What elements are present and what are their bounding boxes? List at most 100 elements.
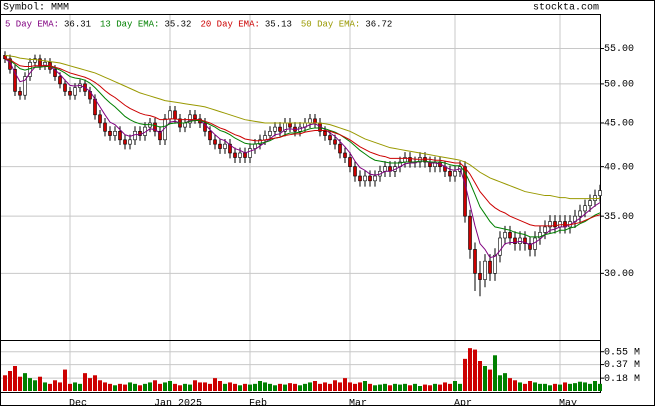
- volume-bar: [498, 375, 502, 391]
- volume-bar: [168, 381, 172, 391]
- volume-bar: [533, 382, 537, 391]
- candle-body: [128, 139, 132, 145]
- candle-body: [328, 135, 332, 141]
- volume-bar: [548, 385, 552, 391]
- candle-body: [338, 143, 342, 154]
- volume-bar: [473, 349, 477, 391]
- volume-bar: [378, 384, 382, 391]
- ema-line: [4, 54, 601, 200]
- candle-body: [103, 122, 107, 132]
- candle-body: [203, 122, 207, 132]
- candle-body: [113, 130, 117, 136]
- volume-bar: [203, 382, 207, 391]
- volume-bar: [338, 382, 342, 391]
- x-tick-label: Jan 2025: [154, 399, 202, 406]
- volume-bar: [208, 383, 212, 391]
- volume-bar: [448, 383, 452, 391]
- volume-bar: [283, 384, 287, 391]
- chart-title: Symbol: MMM: [3, 2, 69, 14]
- volume-bar: [228, 382, 232, 391]
- volume-bar: [578, 381, 582, 391]
- volume-bar: [593, 381, 597, 391]
- candle-body: [218, 143, 222, 149]
- candle-body: [518, 237, 522, 244]
- volume-bar: [178, 385, 182, 391]
- volume-bar: [143, 383, 147, 391]
- candle-body: [188, 114, 192, 124]
- volume-bar: [93, 375, 97, 391]
- candle-body: [268, 130, 272, 136]
- volume-bar: [53, 380, 57, 391]
- volume-bar: [238, 385, 242, 391]
- volume-bar: [63, 369, 67, 391]
- candle-body: [213, 139, 217, 145]
- volume-bar: [163, 382, 167, 391]
- volume-bar: [358, 382, 362, 391]
- candle-body: [373, 175, 377, 182]
- legend-value: 36.31: [64, 19, 91, 29]
- candle-body: [528, 243, 532, 250]
- volume-bar: [258, 381, 262, 391]
- volume-bar: [213, 378, 217, 391]
- volume-bar: [158, 383, 162, 391]
- volume-bar: [438, 384, 442, 391]
- y-tick-label: 40.00: [604, 162, 634, 173]
- volume-bar: [58, 382, 62, 391]
- volume-bar: [73, 382, 77, 391]
- volume-bar: [323, 382, 327, 391]
- volume-bar: [363, 381, 367, 391]
- legend-label: 50 Day EMA:: [301, 19, 360, 29]
- volume-bar: [253, 383, 257, 391]
- volume-bar: [408, 385, 412, 391]
- volume-panel: [0, 340, 601, 393]
- candle-body: [158, 130, 162, 141]
- candle-body: [363, 175, 367, 182]
- volume-bar: [543, 383, 547, 391]
- candle-body: [233, 152, 237, 158]
- volume-bar: [148, 382, 152, 391]
- volume-bar: [493, 355, 497, 391]
- candle-body: [348, 157, 352, 167]
- volume-bar: [43, 382, 47, 391]
- candle-body: [513, 237, 517, 244]
- volume-bar: [113, 385, 117, 391]
- volume-bar: [528, 381, 532, 391]
- volume-bar: [278, 383, 282, 391]
- candle-body: [598, 190, 602, 196]
- volume-bar: [353, 383, 357, 391]
- candle-body: [543, 226, 547, 233]
- candle-body: [473, 249, 477, 274]
- candle-body: [228, 143, 232, 154]
- y-tick-label: 35.00: [604, 212, 634, 223]
- volume-tick-label: 0.18 M: [604, 374, 640, 385]
- candle-body: [238, 152, 242, 158]
- candle-body: [493, 254, 497, 274]
- volume-bar: [553, 383, 557, 391]
- volume-bar: [413, 383, 417, 391]
- y-tick-label: 50.00: [604, 80, 634, 91]
- volume-bar: [508, 378, 512, 391]
- candle-body: [8, 58, 12, 70]
- y-tick-label: 30.00: [604, 269, 634, 280]
- volume-bar: [348, 382, 352, 391]
- candle-body: [538, 232, 542, 239]
- volume-tick-label: 0.55 M: [604, 347, 640, 358]
- volume-bar: [488, 369, 492, 391]
- volume-bar: [513, 380, 517, 391]
- volume-bar: [68, 383, 72, 391]
- volume-bar: [298, 385, 302, 391]
- candle-body: [383, 166, 387, 172]
- candle-body: [108, 130, 112, 136]
- ema-line: [4, 58, 601, 238]
- volume-bar: [3, 375, 7, 391]
- candle-body: [53, 69, 57, 77]
- volume-bar: [233, 383, 237, 391]
- ema-line: [4, 58, 601, 259]
- candle-body: [308, 118, 312, 124]
- candle-body: [193, 114, 197, 120]
- volume-bar: [288, 383, 292, 391]
- plot-layer: [1, 15, 601, 392]
- candle-body: [533, 237, 537, 250]
- source: stockta.com: [533, 2, 599, 14]
- ema-line: [4, 58, 601, 227]
